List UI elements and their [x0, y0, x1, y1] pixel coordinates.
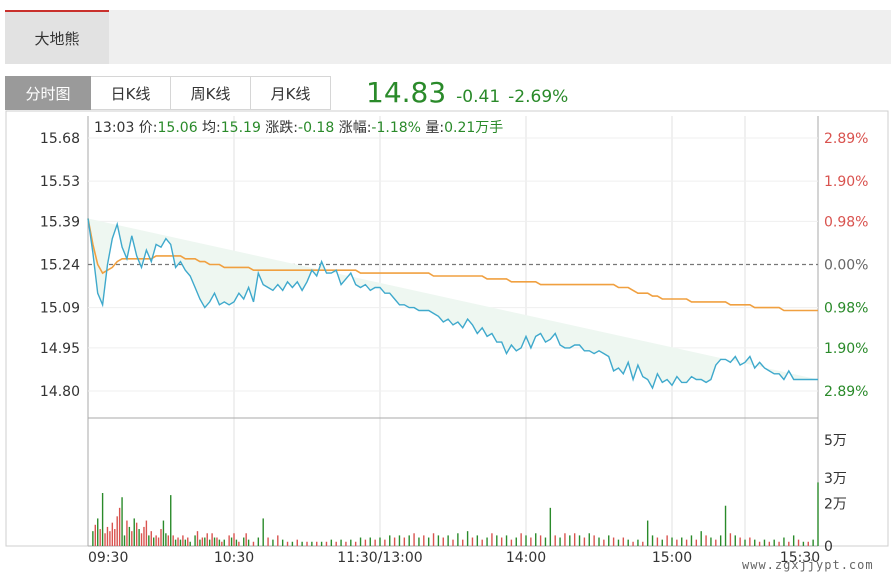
- period-tabs: 分时图 日K线 周K线 月K线: [5, 76, 331, 110]
- tab-weekly-kline[interactable]: 周K线: [171, 76, 251, 110]
- avg-price-line: [87, 218, 818, 312]
- price-change: -0.41: [456, 87, 501, 107]
- chart-frame: [5, 110, 889, 547]
- pct-tick-label: 2.89%: [824, 384, 868, 400]
- axis-labels: 15.68 2.89% 15.53 1.90% 15.39 0.98% 15.24 0.00%…: [40, 131, 869, 566]
- price-tick-label: 15.53: [40, 174, 80, 190]
- volume-bars: [92, 482, 819, 546]
- quote: 14.83 -0.41 -2.69%: [366, 76, 568, 110]
- price-tick-label: 15.39: [40, 214, 80, 230]
- pct-tick-label: 1.90%: [824, 174, 868, 190]
- tab-intraday[interactable]: 分时图: [5, 76, 91, 110]
- current-price: 14.83: [366, 76, 447, 109]
- tab-daily-kline[interactable]: 日K线: [91, 76, 171, 110]
- stock-tab-bar: 大地熊: [5, 10, 891, 64]
- info-line: 13:03 价:15.06 均:15.19 涨跌:-0.18 涨幅:-1.18%…: [94, 120, 503, 136]
- time-tick-label: 11:30/13:00: [337, 550, 422, 566]
- info-text: 13:03 价:15.06 均:15.19 涨跌:-0.18 涨幅:-1.18%…: [94, 120, 503, 136]
- time-tick-label: 14:00: [506, 550, 546, 566]
- price-tick-label: 14.95: [40, 341, 80, 357]
- price-change-pct: -2.69%: [508, 87, 569, 107]
- time-tick-label: 10:30: [214, 550, 254, 566]
- series-lines: [87, 218, 818, 390]
- pct-tick-label: 1.90%: [824, 341, 868, 357]
- price-tick-label: 15.68: [40, 131, 80, 147]
- pct-tick-label: 0.00%: [824, 258, 868, 274]
- volume-tick-label: 2万: [824, 497, 847, 513]
- price-area: [88, 218, 818, 389]
- stock-tab[interactable]: 大地熊: [5, 10, 109, 64]
- pct-tick-label: 2.89%: [824, 131, 868, 147]
- price-area-fill: [88, 218, 818, 389]
- price-tick-label: 15.24: [40, 258, 80, 274]
- time-tick-label: 09:30: [88, 550, 128, 566]
- time-tick-label: 15:00: [652, 550, 692, 566]
- watermark: www.zgxjjypt.com: [742, 558, 874, 572]
- volume-tick-label: 3万: [824, 471, 847, 487]
- tab-monthly-kline[interactable]: 月K线: [251, 76, 331, 110]
- volume-tick-label: 0: [824, 539, 833, 555]
- pct-tick-label: 0.98%: [824, 301, 868, 317]
- price-tick-label: 15.09: [40, 301, 80, 317]
- price-tick-label: 14.80: [40, 384, 80, 400]
- time-tick-label: 15:30: [780, 550, 820, 566]
- price-line: [87, 218, 818, 390]
- volume-tick-label: 5万: [824, 433, 847, 449]
- pct-tick-label: 0.98%: [824, 214, 868, 230]
